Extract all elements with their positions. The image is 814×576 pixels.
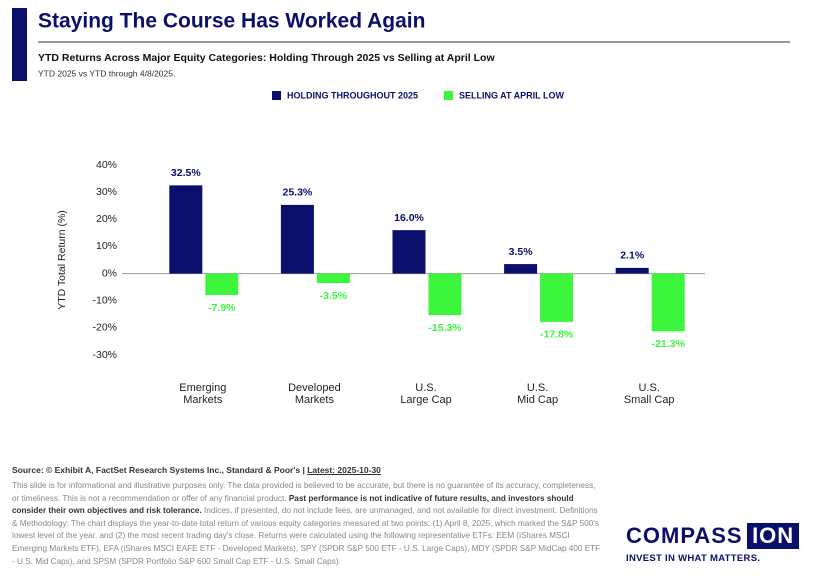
value-label: -17.8% (540, 329, 574, 341)
bar (540, 273, 574, 322)
chart-subtitle: YTD 2025 vs YTD through 4/8/2025. (38, 68, 175, 78)
legend-swatch (272, 91, 281, 100)
y-axis-label: YTD Total Return (%) (56, 210, 68, 310)
value-label: -21.3% (652, 338, 686, 350)
bar (428, 273, 462, 316)
logo-tagline: INVEST IN WHAT MATTERS. (626, 553, 761, 564)
bar (651, 273, 685, 332)
bar (615, 267, 649, 274)
y-tick-label: 20% (96, 213, 117, 225)
y-tick-label: 10% (96, 240, 117, 252)
bar (504, 264, 538, 274)
bar (169, 185, 203, 274)
disclaimer-bold: Past performance is not indicative of fu… (12, 493, 574, 516)
bar (316, 273, 350, 284)
legend-label: HOLDING THROUGHOUT 2025 (287, 90, 418, 100)
y-tick-label: -20% (92, 322, 117, 334)
bar (280, 204, 314, 274)
source-text: Source: © Exhibit A, FactSet Research Sy… (12, 465, 308, 475)
value-label: 25.3% (283, 187, 313, 199)
legend-swatch (444, 91, 454, 100)
value-label: 2.1% (620, 250, 645, 262)
y-tick-label: 0% (102, 267, 117, 279)
disclaimer-text: This slide is for informational and illu… (12, 481, 596, 503)
disclaimer-text: Indices, if presented, do not include fe… (12, 506, 601, 566)
y-tick-label: -30% (92, 349, 117, 361)
page-title: Staying The Course Has Worked Again (38, 10, 425, 33)
y-tick-label: -10% (92, 294, 117, 306)
bar (205, 273, 239, 296)
value-label: 16.0% (394, 212, 424, 224)
y-tick-label: 40% (96, 159, 117, 171)
bar (392, 230, 426, 274)
accent-bar (12, 8, 27, 81)
value-label: -3.5% (320, 290, 348, 302)
latest-date: Latest: 2025-10-30 (307, 465, 381, 475)
disclaimer: This slide is for informational and illu… (12, 480, 602, 568)
chart-title: YTD Returns Across Major Equity Categori… (38, 52, 495, 64)
x-tick-label: Emerging Markets (179, 382, 227, 406)
value-label: 32.5% (171, 167, 201, 179)
value-label: -15.3% (428, 322, 462, 334)
logo: COMPASS ION INVEST IN WHAT MATTERS. (626, 523, 800, 564)
value-label: -7.9% (208, 302, 236, 314)
value-label: 3.5% (509, 246, 534, 258)
legend-label: SELLING AT APRIL LOW (459, 90, 564, 100)
x-tick-label: U.S. Large Cap (400, 382, 452, 406)
y-tick-label: 30% (96, 186, 117, 198)
logo-word: ION (747, 523, 800, 549)
x-tick-label: U.S. Small Cap (623, 382, 675, 406)
x-tick-label: Developed Markets (288, 382, 341, 406)
logo-word: COMPASS (626, 523, 743, 548)
x-tick-label: U.S. Mid Cap (517, 382, 559, 406)
source: Source: © Exhibit A, FactSet Research Sy… (12, 465, 381, 475)
